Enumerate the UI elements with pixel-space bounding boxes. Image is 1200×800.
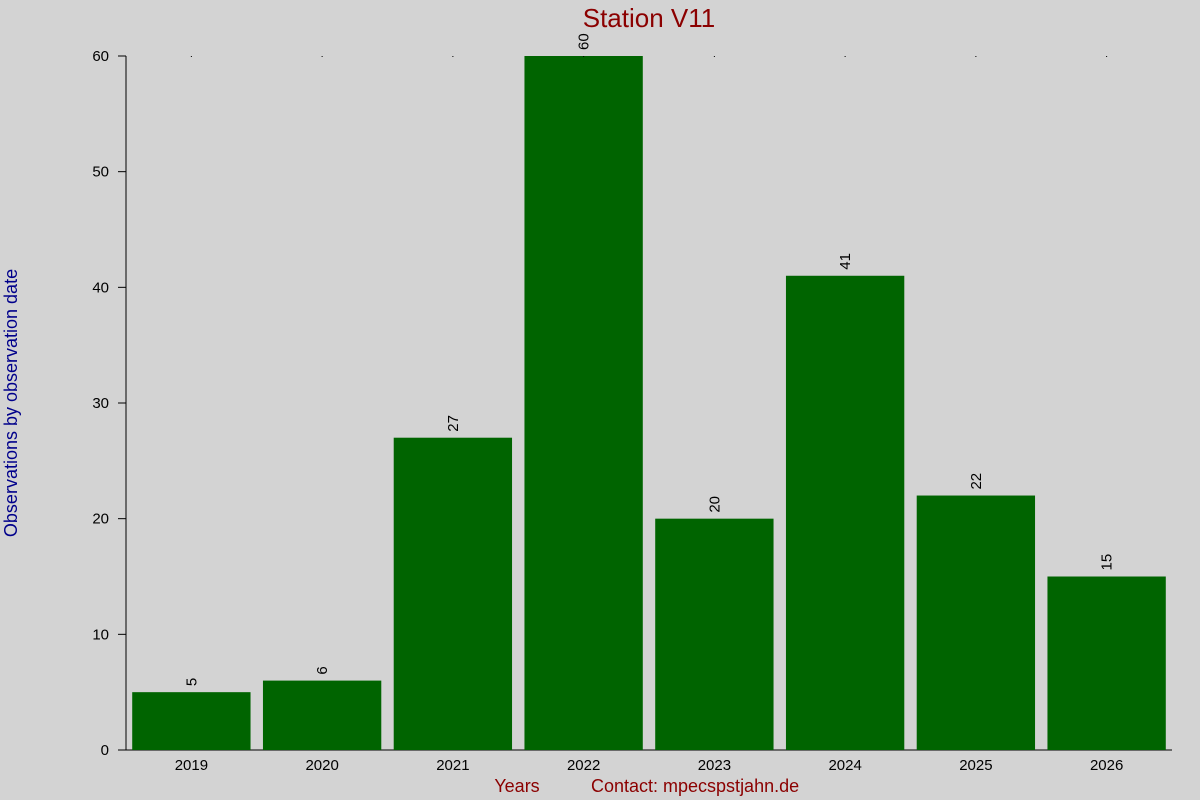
bar <box>785 275 905 750</box>
y-tick-label: 30 <box>92 395 109 412</box>
bar <box>262 680 382 750</box>
y-tick-label: 50 <box>92 164 109 181</box>
bar <box>524 56 643 750</box>
bar-value-label: 20 <box>706 496 723 513</box>
bar-value-label: 6 <box>314 666 331 674</box>
x-tick-label: 2024 <box>828 757 861 774</box>
x-axis-label: Years <box>494 776 539 796</box>
plot-area: 0102030405060201952020620212720226020232… <box>92 33 1172 774</box>
x-tick-label: 2023 <box>698 757 731 774</box>
bar-value-label: 60 <box>576 33 593 50</box>
x-tick-label: 2022 <box>567 757 600 774</box>
bar <box>916 495 1036 750</box>
x-tick-label: 2020 <box>305 757 338 774</box>
y-tick-label: 40 <box>92 279 109 296</box>
contact-text: Contact: mpecspstjahn.de <box>591 776 799 796</box>
y-axis-label: Observations by observation date <box>1 269 21 537</box>
bar <box>393 437 513 750</box>
bar-value-label: 22 <box>968 473 985 490</box>
x-tick-label: 2021 <box>436 757 469 774</box>
bar-value-label: 5 <box>183 678 200 686</box>
y-tick-label: 0 <box>101 742 109 759</box>
y-tick-label: 10 <box>92 626 109 643</box>
chart-title: Station V11 <box>583 3 716 33</box>
bar <box>655 518 774 750</box>
bar <box>1047 576 1166 750</box>
x-tick-label: 2019 <box>175 757 208 774</box>
x-tick-label: 2025 <box>959 757 992 774</box>
y-tick-label: 60 <box>92 48 109 65</box>
bar <box>132 692 251 750</box>
bar-value-label: 15 <box>1099 554 1116 571</box>
x-tick-label: 2026 <box>1090 757 1123 774</box>
y-tick-label: 20 <box>92 511 109 528</box>
bar-value-label: 41 <box>837 253 854 270</box>
bar-value-label: 27 <box>445 415 462 432</box>
